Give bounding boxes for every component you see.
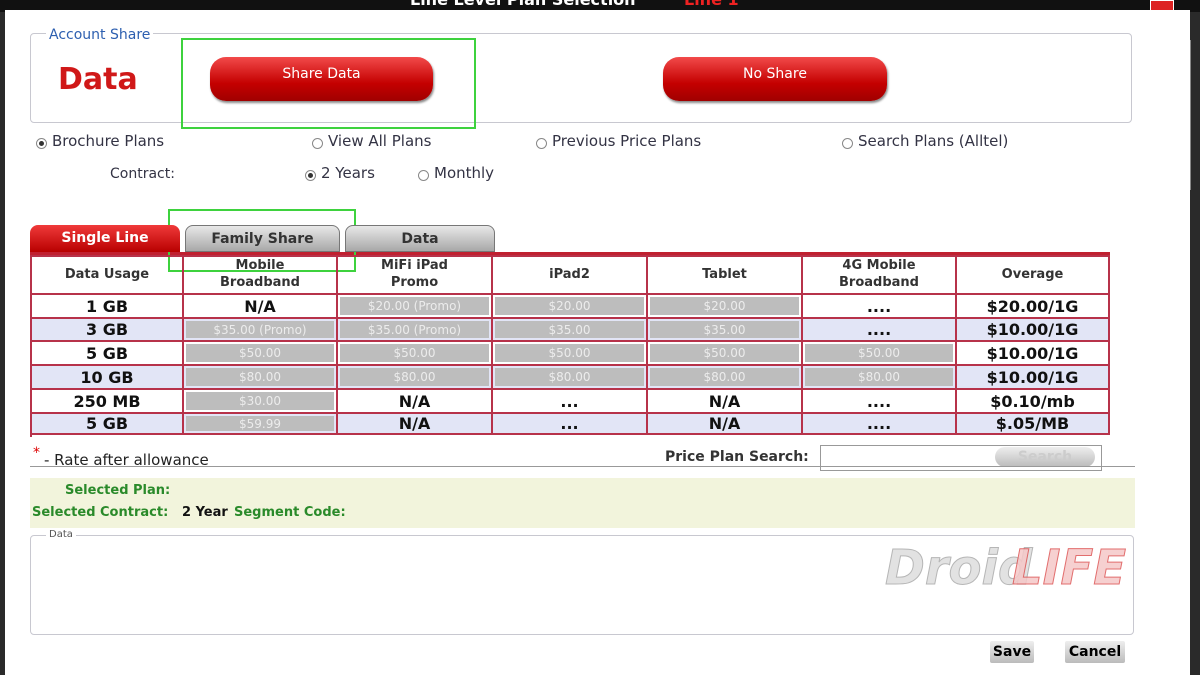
column-header: iPad2 <box>493 257 648 295</box>
table-cell: $.05/MB <box>957 414 1110 435</box>
table-cell: N/A <box>184 295 338 319</box>
segment-code-label: Segment Code: <box>234 505 346 520</box>
tab[interactable]: Family Share <box>185 225 340 252</box>
account-share-label: Data <box>58 62 138 97</box>
radio-label[interactable]: Brochure Plans <box>52 132 165 150</box>
selection-band <box>30 478 1135 528</box>
tab-underline <box>30 252 1110 255</box>
table-cell: $50.00 <box>493 342 648 366</box>
selected-contract-label: Selected Contract: <box>32 505 169 520</box>
radio[interactable] <box>305 170 316 181</box>
selected-contract-value: 2 Year <box>182 505 228 520</box>
table-cell: $80.00 <box>338 366 493 390</box>
selected-plan-label: Selected Plan: <box>65 483 171 498</box>
highlight-box <box>181 38 476 129</box>
radio[interactable] <box>842 138 853 149</box>
search-button[interactable]: Search <box>995 447 1095 467</box>
table-cell: $59.99 <box>184 414 338 435</box>
table-cell: $20.00 (Promo) <box>338 295 493 319</box>
table-cell: $80.00 <box>493 366 648 390</box>
table-cell: $35.00 (Promo) <box>184 319 338 342</box>
table-cell: 10 GB <box>32 366 184 390</box>
table-cell: 5 GB <box>32 342 184 366</box>
footnote-marker: * <box>33 445 40 461</box>
table-cell: $80.00 <box>648 366 803 390</box>
table-cell: $10.00/1G <box>957 342 1110 366</box>
table-cell: $80.00 <box>803 366 957 390</box>
table-cell: 3 GB <box>32 319 184 342</box>
table-cell: $20.00 <box>648 295 803 319</box>
column-header: MiFi iPad Promo <box>338 257 493 295</box>
table-cell: $20.00/1G <box>957 295 1110 319</box>
save-button[interactable]: Save <box>990 641 1034 663</box>
table-cell: $0.10/mb <box>957 390 1110 414</box>
table-cell: N/A <box>648 390 803 414</box>
table-cell: $35.00 <box>648 319 803 342</box>
footnote: - Rate after allowance <box>44 451 209 469</box>
cancel-button[interactable]: Cancel <box>1065 641 1125 663</box>
radio-label[interactable]: Previous Price Plans <box>552 132 702 150</box>
watermark-part2: LIFE <box>1011 540 1127 597</box>
share-data-button[interactable]: Share Data <box>210 57 433 101</box>
table-cell: 5 GB <box>32 414 184 435</box>
tab[interactable]: Single Line <box>30 225 180 252</box>
table-cell: .... <box>803 414 957 435</box>
column-header: 4G Mobile Broadband <box>803 257 957 295</box>
table-cell: .... <box>803 390 957 414</box>
column-header: Mobile Broadband <box>184 257 338 295</box>
table-cell: $10.00/1G <box>957 366 1110 390</box>
table-cell: $50.00 <box>338 342 493 366</box>
table-cell: 1 GB <box>32 295 184 319</box>
table-cell: $50.00 <box>184 342 338 366</box>
table-cell: N/A <box>338 414 493 435</box>
table-cell: $20.00 <box>493 295 648 319</box>
radio[interactable] <box>418 170 429 181</box>
data-box-legend: Data <box>46 529 76 540</box>
table-cell: $35.00 (Promo) <box>338 319 493 342</box>
column-header: Tablet <box>648 257 803 295</box>
table-cell: N/A <box>648 414 803 435</box>
column-header: Overage <box>957 257 1110 295</box>
radio-label[interactable]: 2 Years <box>321 164 375 182</box>
table-cell: $80.00 <box>184 366 338 390</box>
table-cell: .... <box>803 319 957 342</box>
table-cell: $50.00 <box>648 342 803 366</box>
account-share-box <box>30 33 1132 123</box>
side-edge <box>1190 40 1200 190</box>
contract-label: Contract: <box>110 166 175 182</box>
table-cell: $50.00 <box>803 342 957 366</box>
radio-label[interactable]: Monthly <box>434 164 495 182</box>
radio[interactable] <box>312 138 323 149</box>
account-share-legend: Account Share <box>46 27 154 43</box>
window-title-line: Line 1 <box>684 0 739 9</box>
no-share-button[interactable]: No Share <box>663 57 887 101</box>
table-cell: $35.00 <box>493 319 648 342</box>
radio[interactable] <box>536 138 547 149</box>
table-cell: 250 MB <box>32 390 184 414</box>
table-cell: $30.00 <box>184 390 338 414</box>
table-cell: $10.00/1G <box>957 319 1110 342</box>
table-cell: ... <box>493 390 648 414</box>
table-cell: N/A <box>338 390 493 414</box>
radio[interactable] <box>36 138 47 149</box>
search-label: Price Plan Search: <box>665 449 809 465</box>
table-cell: .... <box>803 295 957 319</box>
divider <box>30 466 1135 467</box>
radio-label[interactable]: Search Plans (Alltel) <box>858 132 1009 150</box>
radio-label[interactable]: View All Plans <box>328 132 432 150</box>
title-bar: Line Level Plan Selection Line 1 <box>0 0 1200 12</box>
plan-table: Data Usage Mobile Broadband MiFi iPad Prom… <box>30 255 1110 437</box>
watermark-part1: Droid <box>884 540 1033 597</box>
data-box <box>30 535 1134 635</box>
table-cell: ... <box>493 414 648 435</box>
window-title: Line Level Plan Selection <box>410 0 636 9</box>
column-header: Data Usage <box>32 257 184 295</box>
tab[interactable]: Data <box>345 225 495 252</box>
